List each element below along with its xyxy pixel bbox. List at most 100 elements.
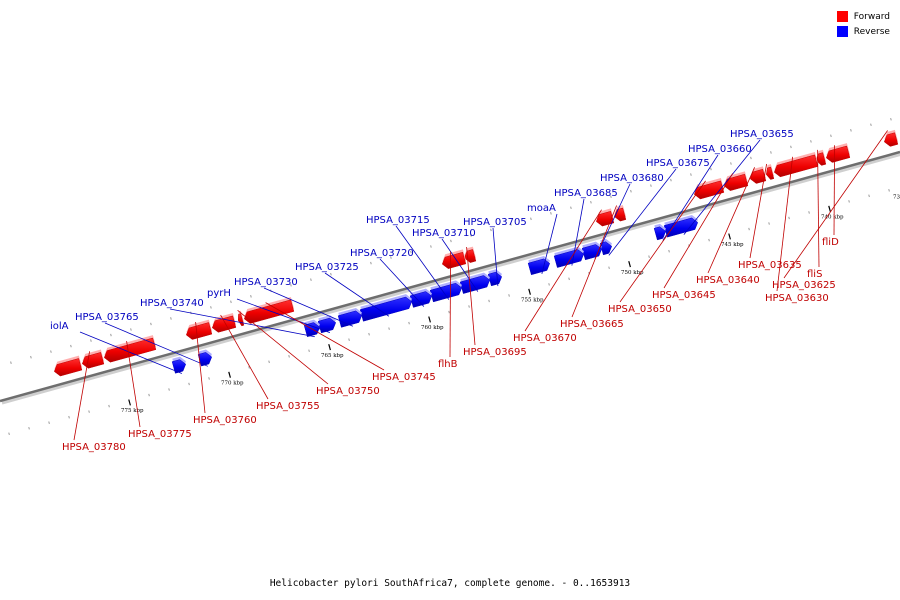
minor-tick: [70, 344, 72, 348]
gene-label-HPSA_03640: HPSA_03640: [696, 275, 760, 286]
minor-tick: [750, 156, 752, 160]
gene-HPSA_03645[interactable]: [723, 171, 749, 191]
minor-tick: [808, 211, 810, 214]
leader-line: [541, 213, 558, 275]
leader-line: [749, 163, 767, 259]
gene-label-HPSA_03725: HPSA_03725: [295, 262, 359, 273]
major-tick: [428, 316, 431, 323]
leader-line: [783, 130, 888, 279]
major-tick: [128, 399, 131, 406]
gene-label-HPSA_03660: HPSA_03660: [688, 144, 752, 155]
leader-line: [195, 321, 206, 414]
minor-tick: [868, 194, 870, 198]
leader-line: [169, 308, 315, 338]
gene-HPSA_03660[interactable]: [653, 223, 667, 241]
gene-label-HPSA_03745: HPSA_03745: [372, 372, 436, 383]
gene-HPSA_03775[interactable]: [103, 335, 157, 363]
gene-moaA[interactable]: [527, 255, 551, 276]
gene-fliD[interactable]: [825, 143, 851, 163]
minor-tick: [570, 206, 572, 210]
leader-line: [79, 331, 183, 374]
gene-label-iolA: iolA: [50, 321, 69, 332]
gene-fliS[interactable]: [815, 149, 827, 166]
gene-HPSA_03635[interactable]: [766, 164, 775, 180]
leader-line: [663, 173, 733, 289]
gene-HPSA_03745[interactable]: [243, 296, 295, 324]
gene-label-moaA: moaA: [527, 203, 556, 214]
minor-tick: [690, 173, 692, 176]
tick-label: 775 kbp: [121, 408, 144, 414]
legend-forward: Forward: [836, 9, 890, 24]
gene-HPSA_03630[interactable]: [773, 151, 819, 178]
gene-HPSA_03625[interactable]: [883, 129, 899, 147]
minor-tick: [668, 249, 670, 253]
gene-HPSA_03755[interactable]: [211, 312, 237, 333]
gene-label-HPSA_03780: HPSA_03780: [62, 442, 126, 453]
tick-label: 760 kbp: [421, 325, 444, 331]
gene-arrow: [441, 251, 467, 269]
gene-flhB[interactable]: [441, 249, 467, 269]
gene-HPSA_03740[interactable]: [303, 319, 321, 338]
gene-arrow: [553, 249, 585, 268]
gene-arrow: [103, 337, 157, 363]
gene-arrow: [243, 299, 295, 324]
minor-tick: [568, 277, 570, 281]
gene-HPSA_03695[interactable]: [463, 246, 477, 263]
leader-line: [571, 198, 585, 266]
leader-line: [126, 341, 141, 428]
tick-label: 750 kbp: [621, 270, 644, 276]
gene-arrow: [171, 359, 187, 374]
gene-labels: HPSA_03655 HPSA_03660 HPSA_03675 HPSA_03680…: [50, 129, 839, 453]
minor-tick: [770, 151, 772, 154]
gene-label-fliS: fliS: [807, 269, 822, 280]
gene-HPSA_03705[interactable]: [487, 269, 503, 287]
leader-line: [833, 145, 836, 236]
minor-tick: [250, 295, 252, 298]
gene-HPSA_03785[interactable]: [53, 355, 83, 377]
gene-arrow: [337, 310, 363, 328]
minor-tick: [768, 222, 770, 225]
gene-HPSA_03720[interactable]: [409, 288, 433, 308]
major-tick: [728, 233, 731, 240]
tick-label: 740 kbp: [821, 214, 844, 220]
minor-tick: [110, 333, 112, 337]
minor-tick: [830, 134, 832, 138]
gene-iolA[interactable]: [171, 356, 187, 374]
minor-tick: [848, 200, 850, 203]
leader-line: [608, 168, 677, 256]
minor-tick: [410, 250, 412, 254]
gene-HPSA_03685[interactable]: [553, 246, 585, 268]
gene-HPSA_03765[interactable]: [197, 349, 213, 367]
tick-label: 765 kbp: [321, 353, 344, 359]
minor-tick: [348, 338, 350, 341]
gene-arrow: [663, 217, 699, 238]
gene-HPSA_03730[interactable]: [337, 307, 363, 328]
gene-label-HPSA_03715: HPSA_03715: [366, 215, 430, 226]
gene-label-flhB: flhB: [438, 359, 458, 370]
leader-line: [524, 209, 602, 332]
leader-line: [263, 287, 354, 327]
minor-tick: [368, 332, 370, 336]
minor-tick: [290, 283, 292, 287]
major-tick: [628, 261, 631, 268]
minor-tick: [448, 310, 450, 314]
minor-tick: [170, 317, 172, 320]
minor-tick: [88, 410, 90, 413]
gene-label-HPSA_03710: HPSA_03710: [412, 228, 476, 239]
leader-line: [619, 180, 706, 303]
leader-line: [441, 238, 479, 292]
minor-tick: [108, 404, 110, 408]
gene-label-HPSA_03675: HPSA_03675: [646, 158, 710, 169]
gene-label-HPSA_03680: HPSA_03680: [600, 173, 664, 184]
gene-label-HPSA_03670: HPSA_03670: [513, 333, 577, 344]
minor-tick: [648, 255, 650, 258]
gene-HPSA_03640[interactable]: [749, 166, 767, 184]
minor-tick: [590, 200, 592, 204]
minor-tick: [68, 415, 70, 419]
gene-arrow: [815, 152, 827, 166]
gene-HPSA_03760[interactable]: [185, 319, 213, 340]
gene-pyrH[interactable]: [317, 315, 337, 334]
leader-line: [776, 156, 793, 292]
gene-arrow: [197, 352, 213, 367]
gene-HPSA_03780[interactable]: [81, 349, 105, 369]
